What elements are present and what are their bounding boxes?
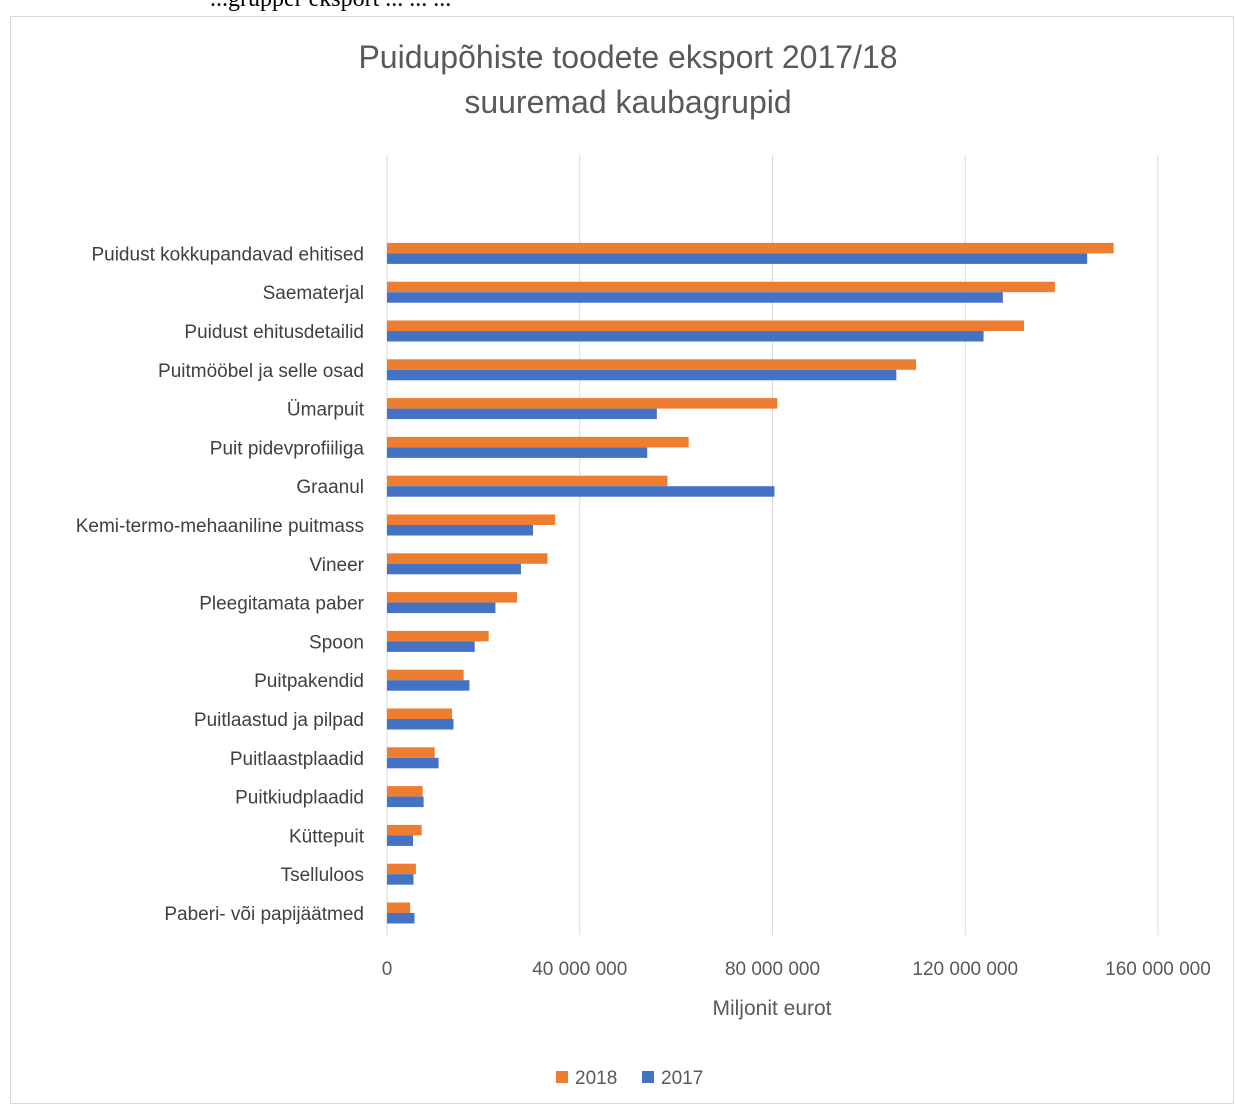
bar-2018 — [387, 242, 1114, 254]
bar-2018 — [387, 747, 435, 758]
category-label: Tselluloos — [281, 865, 364, 886]
bar-2017 — [387, 331, 984, 342]
bar-2017 — [387, 680, 470, 691]
bar-2018 — [387, 320, 1025, 331]
bar-2017 — [387, 874, 414, 885]
category-label: Puitkiudplaadid — [235, 788, 364, 809]
category-label: Ümarpuit — [287, 400, 365, 421]
category-label: Puitmööbel ja selle osad — [158, 361, 364, 382]
legend-label-2018: 2018 — [575, 1068, 617, 1089]
category-label: Kemi-termo-mehaaniline puitmass — [76, 516, 364, 537]
bar-2017 — [387, 408, 657, 420]
bar-2018 — [387, 669, 464, 681]
category-label: Puit pidevprofiiliga — [210, 438, 365, 459]
x-tick-label: 80 000 000 — [725, 959, 820, 980]
category-label: Puitpakendid — [254, 671, 364, 692]
bar-2018 — [387, 592, 518, 603]
category-label: Puidust kokkupandavad ehitised — [91, 244, 364, 265]
category-label: Puidust ehitusdetailid — [184, 322, 364, 343]
legend-swatch-2017 — [642, 1071, 654, 1083]
category-label: Graanul — [296, 477, 364, 498]
bar-2018 — [387, 824, 422, 836]
category-label: Puitlaastud ja pilpad — [194, 710, 364, 731]
category-label: Vineer — [309, 555, 364, 576]
bar-2017 — [387, 369, 897, 381]
chart-title-line-1: Puidupõhiste toodete eksport 2017/18 — [358, 39, 897, 75]
bar-2018 — [387, 359, 917, 370]
bar-2017 — [387, 486, 775, 497]
bar-2017 — [387, 913, 415, 924]
category-label: Paberi- või papijäätmed — [164, 904, 364, 925]
category-labels: Puidust kokkupandavad ehitised Saematerja… — [76, 244, 365, 925]
chart-title: Puidupõhiste toodete eksport 2017/18 suur… — [358, 39, 897, 120]
x-tick-label: 40 000 000 — [532, 959, 627, 980]
category-label: Spoon — [309, 632, 364, 653]
bar-2017 — [387, 292, 1003, 303]
bar-2018 — [387, 630, 489, 642]
gridlines — [386, 155, 1159, 935]
bar-2018 — [387, 514, 556, 525]
bars — [387, 242, 1114, 924]
x-tick-label: 0 — [382, 959, 393, 980]
x-axis-title: Miljonit eurot — [712, 997, 831, 1020]
legend-swatch-2018 — [556, 1071, 568, 1083]
bar-2018 — [387, 398, 778, 409]
bar-2018 — [387, 786, 423, 797]
bar-2017 — [387, 602, 496, 614]
bar-2018 — [387, 708, 453, 719]
bar-2018 — [387, 553, 548, 564]
legend-label-2017: 2017 — [661, 1068, 703, 1089]
bar-2017 — [387, 447, 648, 458]
bar-2017 — [387, 525, 534, 536]
bar-2018 — [387, 436, 689, 448]
bar-2017 — [387, 253, 1088, 264]
category-label: Puitlaastplaadid — [230, 749, 364, 770]
x-tick-labels: 0 40 000 000 80 000 000 120 000 000 160 000 … — [382, 959, 1211, 980]
x-tick-label: 160 000 000 — [1105, 959, 1211, 980]
bar-2017 — [387, 719, 454, 730]
chart-title-line-2: suuremad kaubagrupid — [464, 84, 791, 120]
category-label: Küttepuit — [289, 826, 365, 847]
category-label: Pleegitamata paber — [199, 594, 364, 615]
bar-2017 — [387, 757, 439, 769]
bar-2018 — [387, 863, 416, 875]
page-top-text: ...grupper eksport ... ... ... — [210, 0, 451, 13]
legend: 2018 2017 — [556, 1068, 703, 1089]
category-label: Saematerjal — [263, 283, 364, 304]
bar-2017 — [387, 641, 475, 652]
chart-frame — [10, 16, 1234, 1104]
bar-2018 — [387, 475, 668, 487]
bar-2017 — [387, 835, 414, 846]
bar-2018 — [387, 281, 1055, 293]
bar-2017 — [387, 796, 424, 808]
bar-2017 — [387, 563, 521, 575]
x-tick-label: 120 000 000 — [912, 959, 1018, 980]
bar-2018 — [387, 902, 411, 913]
